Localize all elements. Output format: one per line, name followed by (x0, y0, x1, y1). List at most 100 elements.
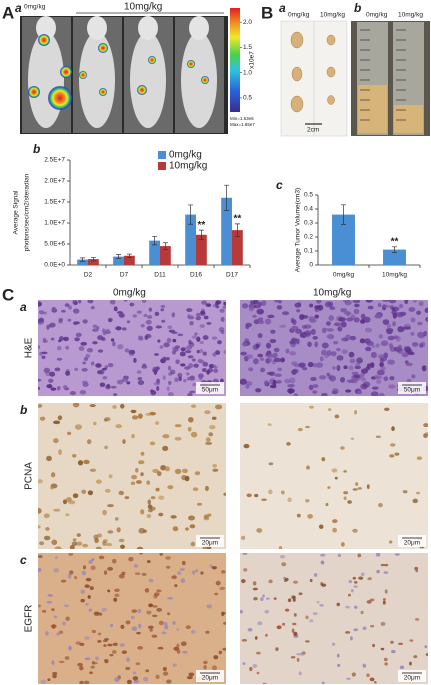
cell (48, 378, 54, 383)
cell (349, 335, 357, 341)
y-tick-label: 0.1 (304, 248, 313, 255)
cell (269, 384, 277, 389)
colorbar-tick-label: 1.5 (243, 44, 252, 51)
cell (254, 636, 258, 640)
micrograph: 50μm (240, 300, 428, 396)
micrograph: 50μm (38, 300, 226, 396)
cell (280, 490, 285, 495)
cell (75, 332, 82, 338)
cell (138, 553, 143, 555)
cell (175, 359, 180, 365)
cell (49, 371, 56, 377)
cell (369, 598, 375, 602)
cell (340, 376, 346, 383)
cell (174, 377, 179, 383)
cell (272, 379, 277, 386)
cell (208, 432, 214, 437)
cell (206, 369, 210, 375)
cell (200, 311, 206, 316)
cell (91, 558, 95, 562)
cell (364, 327, 372, 333)
cell (270, 329, 276, 334)
cell (190, 404, 197, 408)
cell (41, 609, 47, 613)
cell (188, 672, 195, 677)
cell (283, 579, 287, 583)
error-bar (198, 229, 204, 240)
cell (365, 346, 372, 352)
cell (140, 509, 145, 515)
cell (375, 553, 381, 557)
cell (136, 370, 142, 374)
cell (137, 380, 145, 386)
cell (209, 564, 213, 568)
cell (255, 388, 262, 393)
cell (357, 487, 362, 490)
cell (414, 617, 420, 621)
cell (136, 546, 144, 549)
cell (74, 367, 79, 372)
cell (194, 332, 198, 336)
cell (220, 316, 225, 322)
group-label: 10mg/kg (124, 2, 162, 13)
error-bar (162, 242, 168, 250)
cell (132, 676, 139, 681)
cell (310, 328, 316, 335)
cell (83, 459, 90, 465)
cell (72, 538, 77, 542)
cell (79, 666, 84, 671)
cell (129, 302, 135, 307)
cell (380, 621, 386, 626)
cell (354, 409, 358, 415)
cell (39, 351, 43, 356)
cell (205, 441, 213, 445)
cell (97, 349, 104, 353)
cell (156, 378, 160, 384)
cell (315, 362, 324, 368)
cell (392, 321, 396, 327)
cell (64, 303, 70, 307)
cell (309, 318, 317, 323)
cell (85, 602, 89, 606)
group-label: 0mg/kg (24, 4, 46, 11)
cell (287, 384, 295, 388)
cell (415, 491, 421, 495)
cell (137, 413, 143, 419)
cell (352, 300, 361, 304)
cell (417, 331, 425, 338)
cell (102, 376, 108, 380)
cell (337, 326, 343, 332)
mouse-head (138, 16, 158, 40)
cell (261, 498, 267, 501)
cell (189, 524, 196, 529)
cell (167, 597, 174, 600)
cell (138, 527, 146, 534)
cell (69, 390, 77, 396)
cell (307, 341, 312, 348)
cell (46, 455, 52, 462)
cell (138, 336, 144, 341)
cell (346, 317, 354, 322)
cell (50, 624, 57, 628)
cell (423, 423, 428, 428)
cell (375, 435, 381, 439)
cell (309, 619, 314, 623)
cell (38, 378, 42, 382)
cell (309, 578, 313, 583)
cell (84, 584, 90, 588)
cell (360, 610, 364, 615)
signal (79, 71, 87, 79)
cell (131, 434, 135, 439)
cell (360, 319, 366, 324)
scale-label: 50μm (404, 387, 420, 394)
cell (353, 317, 360, 323)
cell (75, 641, 81, 645)
cell (261, 300, 267, 306)
x-tick-label: 0mg/kg (333, 272, 355, 279)
cell (160, 464, 167, 471)
cell (382, 600, 386, 605)
cell (145, 319, 152, 325)
tube-contents (358, 85, 387, 133)
cell (50, 472, 56, 478)
cell (217, 340, 222, 345)
